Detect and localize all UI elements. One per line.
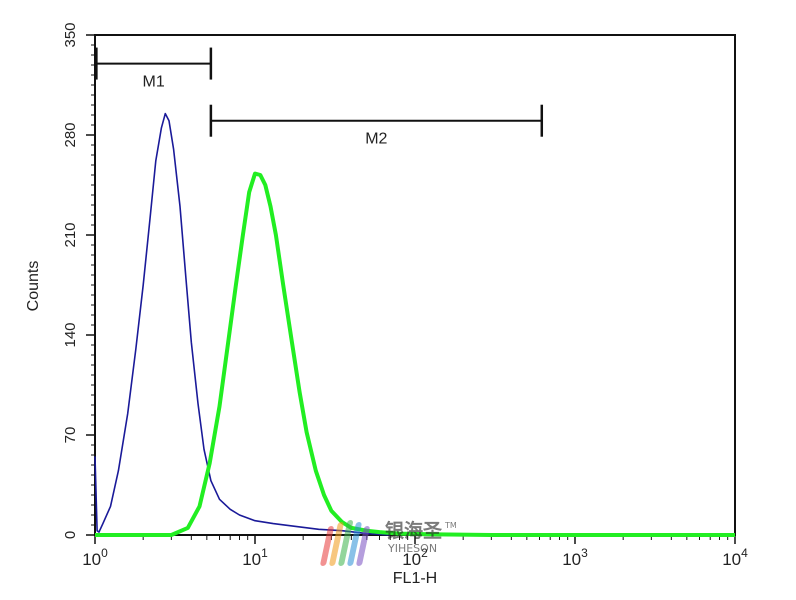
x-tick-labels: 100 101 102 103 104 (82, 546, 748, 569)
y-axis-title: Counts (25, 261, 42, 312)
y-tick-labels: 0 70 140 210 280 350 (62, 22, 79, 539)
y-tick-label: 140 (62, 322, 79, 347)
major-ticks (86, 34, 736, 544)
x-tick-label: 100 (82, 546, 108, 569)
watermark-trademark: TM (444, 521, 457, 530)
watermark-text-en: YIHESON (387, 542, 437, 555)
plot-frame (94, 34, 736, 536)
series-layer (94, 112, 735, 537)
gate-label: M2 (365, 131, 387, 148)
y-tick-label: 210 (62, 222, 79, 247)
watermark-text-cn: 银海圣 (385, 519, 443, 542)
x-tick-label: 101 (242, 546, 268, 569)
y-tick-label: 0 (62, 531, 79, 539)
watermark-logo (320, 520, 370, 566)
x-tick-label: 104 (722, 546, 748, 569)
series-1-line (94, 112, 391, 536)
series-2-line (95, 171, 735, 537)
x-axis-title: FL1-H (393, 570, 437, 587)
x-tick-label: 102 (402, 546, 428, 569)
y-tick-label: 350 (62, 22, 79, 47)
minor-ticks (91, 44, 729, 540)
x-tick-label: 103 (562, 546, 588, 569)
gate-label: M1 (143, 74, 165, 91)
gates-layer: M1 M2 (95, 47, 544, 148)
y-tick-label: 70 (62, 427, 79, 444)
y-tick-label: 280 (62, 122, 79, 147)
